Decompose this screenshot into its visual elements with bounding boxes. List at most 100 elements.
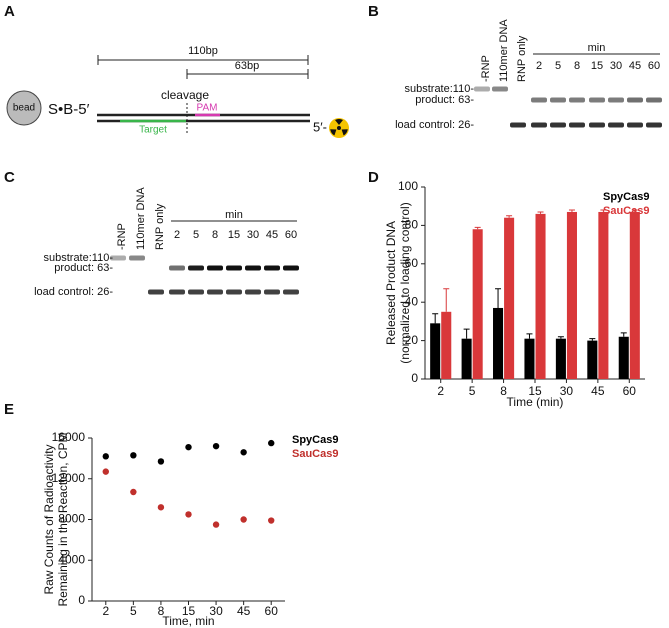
gel-band <box>569 122 585 128</box>
gel-band <box>589 97 605 103</box>
gel-band <box>283 265 299 271</box>
band-label: load control: 26- <box>34 286 113 298</box>
gel-band <box>569 97 585 103</box>
point <box>185 443 192 451</box>
gel-band <box>148 289 164 295</box>
gel-band <box>110 255 126 261</box>
x-tick-label: 60 <box>623 384 637 398</box>
error-bar <box>526 333 533 339</box>
error-bar <box>620 332 627 337</box>
y-axis-label: Released Product DNA <box>384 221 398 345</box>
error-bar <box>463 328 470 339</box>
gel-band <box>207 265 223 271</box>
gel-band <box>589 122 605 128</box>
error-bar <box>600 209 607 212</box>
gel-band <box>510 122 526 128</box>
error-bar <box>474 226 481 230</box>
gel-band <box>627 97 643 103</box>
length-label: 63bp <box>235 60 259 72</box>
bar <box>504 217 515 379</box>
bar <box>461 338 472 379</box>
point <box>268 517 275 524</box>
length-label: 110bp <box>188 45 218 57</box>
bar <box>555 338 566 379</box>
time-header: min <box>588 42 606 54</box>
x-tick-label: 30 <box>560 384 574 398</box>
y-tick-label: 16000 <box>52 430 86 444</box>
y-tick-label: 80 <box>405 218 419 232</box>
point <box>240 516 247 523</box>
gel-band <box>169 265 185 271</box>
x-tick-label: 30 <box>209 604 223 618</box>
lane-label: 8 <box>574 60 580 72</box>
legend-entry: SpyCas9 <box>603 191 649 203</box>
y-tick-label: 20 <box>405 333 419 347</box>
lane-label: 5 <box>193 229 199 241</box>
point <box>157 458 165 465</box>
lane-label: 15 <box>228 229 240 241</box>
point <box>102 453 109 460</box>
legend-entry: SauCas9 <box>292 448 338 460</box>
y-axis-label: Remaining in the Reaction, CPM <box>56 432 70 606</box>
lane-label: 60 <box>285 229 297 241</box>
error-bar <box>589 338 596 341</box>
x-tick-label: 8 <box>158 604 165 618</box>
panel-label: C <box>4 169 15 186</box>
error-bar <box>631 209 638 212</box>
point <box>185 511 192 518</box>
error-bar <box>432 313 439 324</box>
x-axis-label: Time, min <box>162 614 214 628</box>
gel-band <box>550 97 566 103</box>
x-tick-label: 60 <box>265 604 279 618</box>
legend-entry: SauCas9 <box>603 205 649 217</box>
x-tick-label: 15 <box>182 604 196 618</box>
time-header: min <box>225 209 243 221</box>
gel-band <box>188 289 204 295</box>
point <box>102 468 109 475</box>
bar <box>430 323 441 379</box>
point <box>212 521 220 528</box>
y-tick-label: 60 <box>405 256 419 270</box>
gel-band <box>646 97 662 103</box>
lane-label: 45 <box>266 229 278 241</box>
y-tick-label: 40 <box>405 294 419 308</box>
gel-band <box>264 265 280 271</box>
bead-label: bead <box>13 103 35 114</box>
y-tick-label: 12000 <box>52 471 86 485</box>
band-label: product: 63- <box>54 262 113 274</box>
error-bar <box>568 209 575 212</box>
panel-label: E <box>4 401 14 418</box>
gel-band <box>188 265 204 271</box>
lane-label: 2 <box>174 229 180 241</box>
band-label: load control: 26- <box>395 119 474 131</box>
gel-band <box>608 97 624 103</box>
bar <box>566 211 577 379</box>
y-tick-label: 8000 <box>58 512 85 526</box>
bar <box>629 211 640 379</box>
gel-band <box>283 289 299 295</box>
y-tick-label: 100 <box>398 179 418 193</box>
band-label: substrate:110- <box>43 252 113 264</box>
error-bar <box>495 288 502 308</box>
lane-label: 45 <box>629 60 641 72</box>
target-label: Target <box>139 125 167 136</box>
gel-band <box>245 289 261 295</box>
gel-band <box>207 289 223 295</box>
y-axis-label: (normalized to loading control) <box>398 202 412 363</box>
bar <box>587 340 598 379</box>
bar <box>493 307 504 379</box>
band-label: product: 63- <box>415 94 474 106</box>
lane-label: 8 <box>212 229 218 241</box>
x-tick-label: 2 <box>437 384 444 398</box>
point <box>130 452 137 459</box>
x-tick-label: 8 <box>500 384 507 398</box>
gel-band <box>550 122 566 128</box>
gel-band <box>264 289 280 295</box>
lane-label: 110mer DNA <box>135 187 147 250</box>
point <box>130 488 137 496</box>
x-tick-label: 45 <box>237 604 251 618</box>
radiation-icon <box>329 118 349 138</box>
lane-label: RNP only <box>516 35 528 82</box>
x-tick-label: 2 <box>102 604 109 618</box>
